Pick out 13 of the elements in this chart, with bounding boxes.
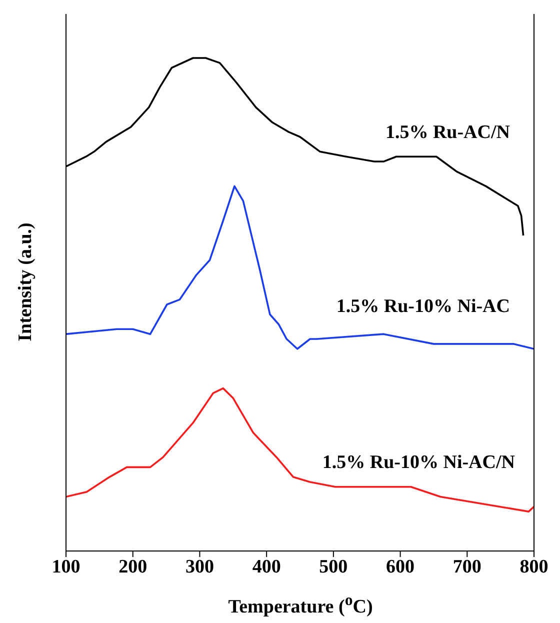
x-tick-label: 100 [52, 556, 80, 578]
x-tick-label: 800 [520, 556, 548, 578]
x-tick-label: 500 [319, 556, 348, 578]
x-tick-label: 300 [185, 556, 214, 578]
series-label: 1.5% Ru-10% Ni-AC [336, 296, 510, 318]
series-label: 1.5% Ru-AC/N [385, 122, 510, 144]
y-axis-title: Intensity (a.u.) [15, 221, 37, 343]
x-tick-label: 200 [118, 556, 148, 578]
x-tick-label: 400 [252, 556, 281, 578]
series-label: 1.5% Ru-10% Ni-AC/N [322, 452, 515, 474]
x-tick-label: 700 [452, 556, 482, 578]
x-axis-title: Temperature ($^{o}$C) [227, 592, 374, 618]
x-tick-label: 600 [386, 556, 415, 578]
